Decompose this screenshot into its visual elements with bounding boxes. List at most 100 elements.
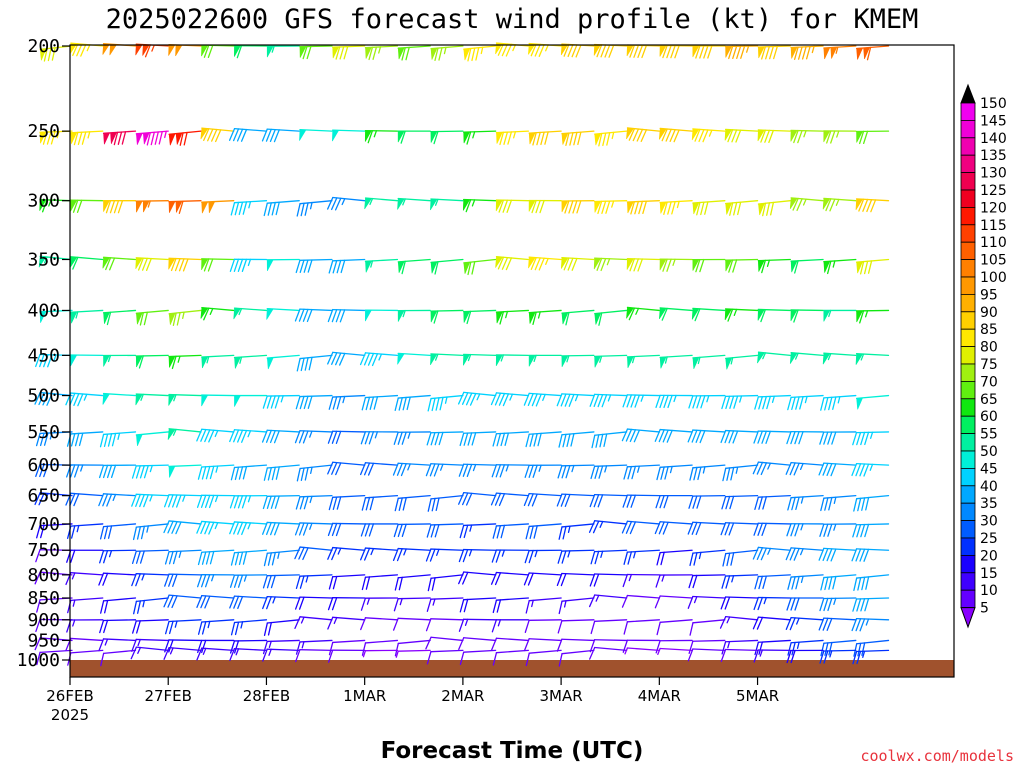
barb-half [566,355,570,363]
barb-full [296,357,301,372]
barb-full [721,575,727,589]
barb-full [465,392,473,406]
barb-half [107,354,112,363]
wind-barb [196,595,235,609]
barb-full [168,620,174,635]
wind-barb [654,521,693,535]
wind-barb [658,127,693,143]
wind-barb [753,522,791,536]
barb-full [471,47,476,62]
barb-full [726,552,731,567]
barb-full [270,574,276,589]
barb-half [604,465,608,473]
barb-half [300,616,305,624]
wind-barb [855,198,890,213]
barb-half [214,429,219,438]
barb-half [271,45,275,53]
barb-staff [528,597,562,602]
barb-pennant [528,200,536,212]
barb-full [117,200,124,214]
barb-half [804,395,808,404]
barb-full [168,494,174,508]
barb-full [797,130,803,144]
wind-barb [687,595,726,609]
wind-barb [102,200,137,214]
barb-full [590,620,596,635]
barb-full [232,128,240,142]
wind-barb [327,616,366,630]
barb-half [802,198,807,206]
barb-full [557,550,563,564]
barb-staff [659,595,693,599]
barb-half [268,648,272,656]
barb-full [43,354,49,368]
barb-full [261,429,268,443]
barb-staff [299,464,333,470]
wind-barb [656,549,693,566]
barb-half [56,130,60,139]
barb-pennant [691,128,700,141]
barb-full [662,258,668,272]
barb-full [35,353,41,368]
wind-barb [360,597,399,611]
wind-barb [462,198,497,213]
wind-barb [659,44,693,59]
barb-full [687,429,694,443]
colorbar-swatch [960,398,976,417]
barb-full [864,597,870,612]
colorbar-label: 30 [980,514,998,530]
barb-full [242,465,248,480]
wind-barb [425,636,464,650]
barb-half [726,616,731,624]
barb-full [857,642,862,657]
wind-barb [692,45,726,59]
barb-pennant [135,355,143,368]
barb-full [497,256,505,270]
barb-full [754,496,759,510]
x-tick-label: 27FEB [144,687,191,705]
wind-barb [722,549,759,567]
barb-full [427,397,432,412]
barb-pennant [175,200,183,213]
wind-barb [462,130,497,145]
barb-pennant [397,353,405,365]
barb-full [501,43,509,57]
wind-barb [463,309,497,325]
barb-half [833,597,837,605]
barb-full [556,572,563,587]
barb-full [327,196,334,210]
barb-staff [397,639,431,645]
barb-full [674,45,680,59]
barb-full [201,639,207,654]
wind-barb [262,596,300,610]
barb-full [200,428,207,442]
barb-full [363,462,371,476]
colorbar-bottom-arrow [960,607,976,629]
colorbar-label: 50 [980,444,998,460]
barb-half [469,524,473,532]
barb-pennant [136,132,143,145]
barb-half [117,432,121,440]
wind-barb [823,309,857,322]
barb-pennant [594,355,602,368]
barb-full [727,129,734,143]
barb-pennant [626,307,634,319]
barb-pennant [724,129,733,141]
wind-barb [654,595,693,609]
barb-full [568,393,575,407]
barb-full [528,464,534,478]
wind-barb [102,309,137,326]
wind-barb [328,495,366,511]
barb-pennant [102,256,111,269]
barb-staff [594,594,628,599]
barb-full [266,574,272,589]
barb-full [121,131,127,145]
barb-full [535,393,542,407]
wind-barb [594,309,628,326]
barb-half [214,522,219,530]
barb-full [732,430,739,444]
wind-barb [102,130,137,146]
colorbar-label: 115 [980,218,1007,234]
barb-half [545,257,549,266]
barb-full [832,575,837,590]
